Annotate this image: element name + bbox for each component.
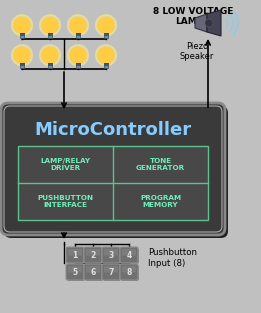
- FancyBboxPatch shape: [120, 264, 138, 280]
- Text: 3: 3: [108, 251, 114, 260]
- Circle shape: [98, 17, 114, 33]
- Bar: [104, 63, 108, 68]
- FancyBboxPatch shape: [68, 266, 82, 273]
- Text: 7: 7: [108, 268, 114, 277]
- Circle shape: [70, 47, 86, 63]
- FancyBboxPatch shape: [86, 265, 103, 280]
- Circle shape: [96, 45, 116, 66]
- FancyBboxPatch shape: [104, 249, 121, 264]
- FancyBboxPatch shape: [86, 249, 100, 255]
- FancyBboxPatch shape: [66, 264, 84, 280]
- Circle shape: [70, 17, 86, 33]
- FancyBboxPatch shape: [68, 265, 85, 280]
- Circle shape: [205, 19, 213, 27]
- FancyBboxPatch shape: [104, 266, 118, 273]
- Text: TONE
GENERATOR: TONE GENERATOR: [136, 158, 185, 171]
- Circle shape: [40, 15, 61, 36]
- Bar: [20, 33, 24, 38]
- Circle shape: [42, 47, 58, 63]
- Text: 2: 2: [90, 251, 96, 260]
- FancyBboxPatch shape: [122, 265, 139, 280]
- Circle shape: [68, 45, 88, 66]
- Bar: [48, 33, 52, 38]
- Bar: [104, 33, 108, 38]
- Circle shape: [11, 45, 32, 66]
- Bar: [76, 63, 80, 68]
- Text: PROGRAM
MEMORY: PROGRAM MEMORY: [140, 195, 181, 208]
- Text: 5: 5: [73, 268, 78, 277]
- FancyBboxPatch shape: [68, 249, 82, 255]
- Text: PUSHBUTTON
INTERFACE: PUSHBUTTON INTERFACE: [38, 195, 93, 208]
- FancyBboxPatch shape: [84, 247, 102, 263]
- Text: 6: 6: [90, 268, 96, 277]
- FancyBboxPatch shape: [102, 247, 120, 263]
- Text: MicroController: MicroController: [34, 121, 192, 139]
- Bar: [20, 63, 24, 68]
- Circle shape: [98, 47, 114, 63]
- Circle shape: [11, 15, 32, 36]
- Text: Pushbutton
Input (8): Pushbutton Input (8): [148, 248, 197, 268]
- FancyBboxPatch shape: [122, 266, 136, 273]
- Polygon shape: [207, 10, 221, 36]
- FancyBboxPatch shape: [86, 249, 103, 264]
- Bar: [48, 63, 52, 68]
- FancyBboxPatch shape: [122, 249, 139, 264]
- FancyBboxPatch shape: [84, 264, 102, 280]
- Text: 8: 8: [126, 268, 132, 277]
- Text: Piezo
Speaker: Piezo Speaker: [180, 42, 214, 61]
- FancyBboxPatch shape: [102, 264, 120, 280]
- FancyBboxPatch shape: [104, 265, 121, 280]
- Text: 1: 1: [72, 251, 78, 260]
- Bar: [18, 146, 208, 220]
- Bar: [76, 33, 80, 38]
- Circle shape: [42, 17, 58, 33]
- FancyBboxPatch shape: [120, 247, 138, 263]
- Circle shape: [14, 47, 30, 63]
- Circle shape: [96, 15, 116, 36]
- FancyBboxPatch shape: [104, 249, 118, 255]
- Text: 8 LOW VOLTAGE
LAMPS: 8 LOW VOLTAGE LAMPS: [153, 7, 233, 26]
- Circle shape: [14, 17, 30, 33]
- Circle shape: [68, 15, 88, 36]
- Text: 4: 4: [126, 251, 132, 260]
- FancyBboxPatch shape: [86, 266, 100, 273]
- FancyBboxPatch shape: [1, 103, 225, 235]
- FancyBboxPatch shape: [68, 249, 85, 264]
- Text: LAMP/RELAY
DRIVER: LAMP/RELAY DRIVER: [40, 158, 91, 171]
- FancyBboxPatch shape: [4, 106, 228, 238]
- FancyBboxPatch shape: [66, 247, 84, 263]
- Circle shape: [40, 45, 61, 66]
- Polygon shape: [195, 14, 207, 32]
- FancyBboxPatch shape: [122, 249, 136, 255]
